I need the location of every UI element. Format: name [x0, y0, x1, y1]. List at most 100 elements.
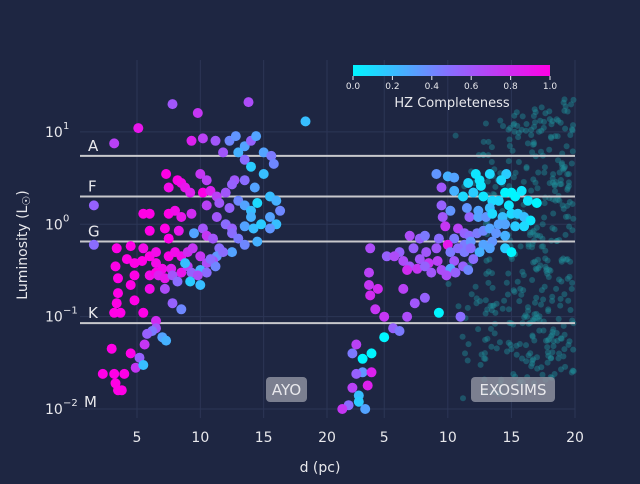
background-target-point — [541, 214, 548, 221]
background-target-point — [529, 332, 536, 339]
colorbar-tick-label: 0.2 — [385, 82, 399, 92]
background-target-point — [565, 213, 572, 220]
background-target-point — [473, 295, 480, 302]
background-target-point — [507, 341, 514, 348]
background-target-point — [538, 364, 545, 371]
background-target-point — [460, 395, 466, 402]
background-target-point — [540, 327, 547, 334]
data-point — [500, 230, 511, 241]
background-target-point — [520, 178, 527, 185]
data-point — [493, 219, 504, 230]
background-target-point — [508, 346, 515, 353]
data-point — [525, 215, 536, 226]
data-point — [137, 256, 148, 266]
background-target-point — [528, 132, 535, 138]
background-target-point — [545, 274, 552, 280]
background-target-point — [480, 138, 487, 145]
data-point — [265, 223, 275, 234]
colorbar-gradient — [353, 65, 550, 76]
data-point — [379, 332, 390, 343]
background-target-point — [556, 169, 563, 176]
background-target-point — [511, 120, 518, 127]
data-point — [88, 239, 99, 250]
background-target-point — [515, 134, 522, 141]
data-point — [251, 131, 262, 142]
background-target-point — [519, 113, 526, 120]
data-point — [436, 200, 447, 211]
data-point — [357, 353, 368, 364]
background-target-point — [525, 241, 532, 248]
data-point — [468, 187, 479, 198]
background-target-point — [545, 306, 552, 313]
data-point — [419, 292, 430, 303]
data-point — [365, 290, 376, 301]
data-point — [402, 265, 413, 275]
background-target-point — [523, 358, 530, 365]
data-point — [218, 147, 229, 158]
background-target-point — [505, 126, 512, 133]
panel-label-exosims-text: EXOSIMS — [479, 381, 546, 399]
data-point — [266, 150, 277, 161]
background-target-point — [518, 291, 525, 298]
background-target-point — [541, 283, 548, 290]
background-target-point — [504, 348, 510, 355]
data-point — [474, 247, 485, 258]
background-target-point — [564, 186, 571, 193]
data-point — [404, 230, 415, 241]
points-layer — [88, 97, 542, 414]
data-point — [227, 179, 237, 190]
background-target-point — [531, 123, 538, 130]
background-target-point — [529, 241, 536, 248]
background-target-point — [488, 343, 495, 350]
data-point — [458, 191, 469, 202]
background-target-point — [497, 117, 504, 124]
background-target-point — [558, 258, 565, 265]
colorbar-tick-label: 0.4 — [425, 82, 440, 92]
background-target-point — [505, 270, 512, 277]
data-point — [475, 180, 486, 191]
background-target-point — [532, 299, 538, 306]
background-target-point — [532, 179, 539, 186]
background-target-point — [569, 317, 576, 324]
data-point — [249, 182, 260, 193]
data-point — [246, 161, 256, 172]
data-point — [440, 221, 451, 232]
data-point — [121, 254, 132, 265]
background-target-point — [536, 327, 543, 334]
background-target-point — [529, 149, 536, 156]
background-target-point — [547, 354, 554, 361]
data-point — [129, 270, 140, 281]
background-target-point — [530, 176, 537, 183]
background-target-point — [529, 333, 536, 340]
background-target-point — [561, 96, 568, 103]
background-target-point — [549, 328, 556, 335]
background-target-point — [490, 302, 497, 309]
panel-label-ayo-text: AYO — [272, 381, 301, 399]
background-target-point — [533, 310, 540, 317]
background-target-point — [487, 302, 494, 309]
data-point — [115, 307, 126, 318]
data-point — [449, 185, 460, 196]
background-target-point — [525, 352, 532, 359]
background-target-point — [465, 341, 472, 348]
background-target-point — [560, 166, 567, 173]
background-target-point — [531, 106, 538, 113]
background-target-point — [496, 339, 503, 346]
background-target-point — [569, 227, 576, 234]
data-point — [214, 198, 225, 208]
background-target-point — [505, 158, 512, 165]
background-target-point — [482, 120, 489, 127]
background-target-point — [551, 226, 558, 233]
background-target-point — [539, 221, 546, 228]
background-target-point — [530, 113, 537, 119]
background-target-point — [567, 132, 574, 138]
background-target-point — [491, 330, 498, 337]
data-point — [412, 263, 423, 274]
data-point — [445, 205, 456, 216]
data-point — [139, 339, 150, 350]
data-point — [516, 185, 527, 196]
data-point — [394, 326, 405, 336]
data-point — [176, 267, 187, 278]
background-target-point — [525, 304, 531, 311]
background-target-point — [536, 128, 542, 135]
